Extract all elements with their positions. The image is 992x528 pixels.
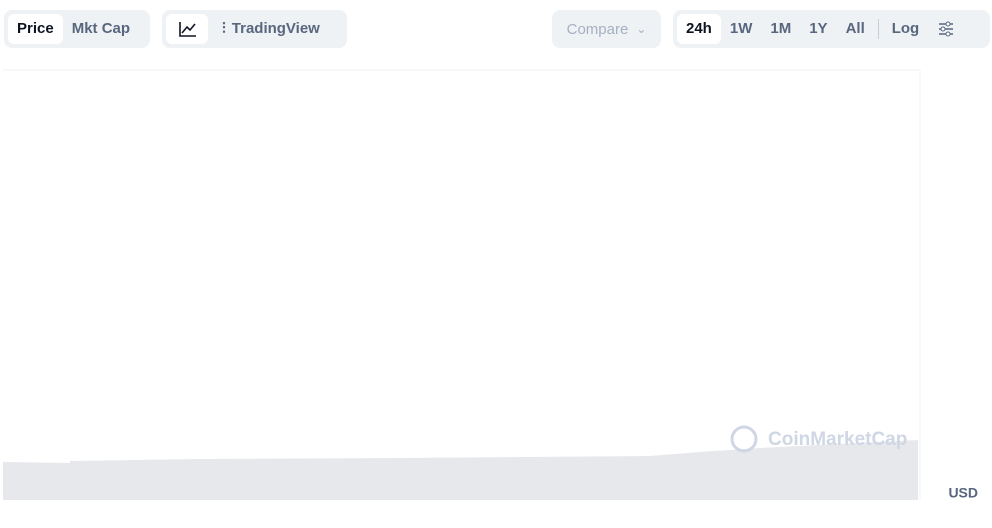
compare-label: Compare xyxy=(566,20,629,38)
range-button[interactable]: 1M xyxy=(770,20,792,37)
range-button[interactable]: 1Y xyxy=(809,20,828,37)
volume-area xyxy=(3,440,918,500)
range-separator xyxy=(877,19,879,39)
range-button[interactable]: 24h xyxy=(677,14,721,44)
tradingview-label: TradingView xyxy=(231,20,320,37)
price-button[interactable]: Price xyxy=(8,14,63,44)
settings-button[interactable] xyxy=(928,14,964,44)
range-button[interactable]: All xyxy=(845,20,865,37)
watermark-logo xyxy=(730,425,758,453)
view-toggle: Price Mkt Cap xyxy=(4,10,150,48)
tradingview-button[interactable]: ⫶ TradingView xyxy=(222,20,320,37)
currency-label: USD xyxy=(948,485,978,501)
compare-dropdown[interactable]: Compare ⌄ xyxy=(552,10,661,48)
mktcap-button[interactable]: Mkt Cap xyxy=(71,20,131,37)
range-button[interactable]: 1W xyxy=(729,20,753,37)
settings-icon xyxy=(939,21,954,37)
log-button[interactable]: Log xyxy=(891,20,920,37)
range-toggle: 24h 1W 1M 1Y All Log xyxy=(673,10,990,48)
watermark: CoinMarketCap xyxy=(768,429,907,450)
